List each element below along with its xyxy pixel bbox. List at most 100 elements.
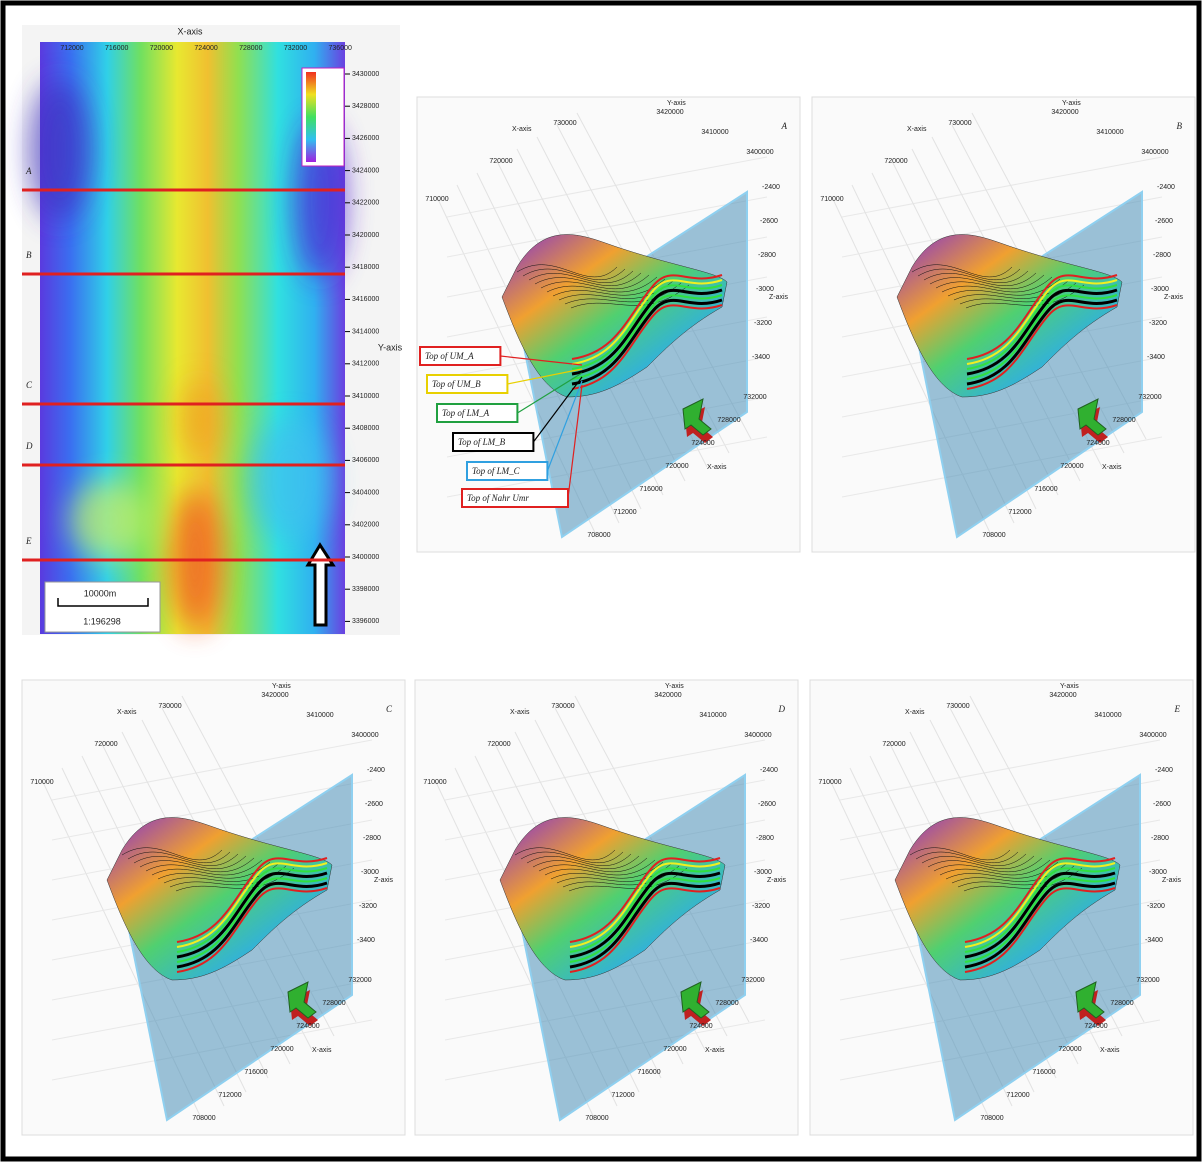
y-axis-label: Y-axis: [1060, 683, 1079, 690]
horizon-line: [571, 294, 723, 380]
horizon-line: [569, 881, 721, 969]
x-tick-label: 724000: [1084, 1023, 1107, 1030]
z-tick-label: -2600: [1155, 218, 1173, 225]
y-tick-label: 3418000: [352, 264, 379, 271]
z-tick-label: -3200: [754, 320, 772, 327]
x-tick-label: 724000: [689, 1023, 712, 1030]
z-tick-label: -3400: [752, 354, 770, 361]
x-tick-label: 720000: [665, 463, 688, 470]
section-label: D: [25, 441, 33, 451]
y-tick-label: 3400000: [352, 554, 379, 561]
x-tick-label: 720000: [882, 741, 905, 748]
horizon-line: [966, 298, 1118, 386]
grid-line: [446, 156, 768, 218]
horizon-line: [569, 862, 721, 948]
y-tick-label: 3416000: [352, 296, 379, 303]
annotation-box: [452, 432, 535, 452]
contour: [121, 847, 223, 861]
x-tick-label: 720000: [94, 741, 117, 748]
contour: [540, 274, 650, 290]
contour: [923, 270, 1029, 283]
horizon-line: [964, 862, 1116, 948]
section-label: B: [26, 250, 32, 260]
x-tick-label: 720000: [884, 158, 907, 165]
annotation-label: Top of UM_A: [425, 351, 474, 361]
x-tick-label: 720000: [150, 45, 173, 52]
x-tick-label: 712000: [611, 1092, 634, 1099]
x-tick-label: 716000: [1032, 1069, 1055, 1076]
x-tick-label: 728000: [715, 1000, 738, 1007]
horizon-line: [964, 881, 1116, 969]
section-label: E: [25, 536, 32, 546]
y-tick-label: 3420000: [1049, 692, 1076, 699]
y-tick-label: 3428000: [352, 103, 379, 110]
contour: [139, 855, 247, 870]
panel-label: E: [1174, 704, 1181, 714]
z-tick-label: -3200: [1149, 320, 1167, 327]
x-tick-label: 724000: [1086, 440, 1109, 447]
y-axis-label: Y-axis: [378, 342, 403, 352]
z-tick-label: -2400: [367, 767, 385, 774]
leader-line: [546, 380, 583, 472]
x-tick-label: 730000: [158, 703, 181, 710]
z-tick-label: -2600: [758, 801, 776, 808]
horizon-line: [571, 288, 723, 376]
contour: [921, 853, 1027, 866]
horizon-line: [569, 877, 721, 963]
horizon-line: [176, 862, 328, 948]
horizon-line: [964, 871, 1116, 959]
y-tick-label: 3400000: [1141, 149, 1168, 156]
leader-line: [507, 368, 583, 385]
direction-arrow: [1075, 981, 1105, 1019]
contour: [127, 851, 231, 863]
contour: [935, 274, 1045, 290]
annotation-box: [419, 346, 502, 366]
horizon-line: [964, 887, 1116, 973]
x-tick-label: 732000: [284, 45, 307, 52]
direction-arrow: [1077, 398, 1107, 436]
contour: [915, 851, 1019, 863]
x-tick-label: 716000: [105, 45, 128, 52]
z-tick-label: -3000: [1151, 286, 1169, 293]
horizon-line: [571, 284, 723, 370]
x-axis-label: X-axis: [1102, 464, 1122, 471]
x-tick-label: 724000: [691, 440, 714, 447]
z-tick-label: -2800: [1151, 835, 1169, 842]
annotation-box: [461, 488, 569, 508]
contour: [514, 847, 616, 861]
y-tick-label: 3398000: [352, 586, 379, 593]
panel-label: A: [781, 121, 788, 131]
y-tick-label: 3420000: [654, 692, 681, 699]
x-tick-label: 732000: [743, 394, 766, 401]
horizon-line: [176, 867, 328, 953]
y-tick-label: 3410000: [699, 712, 726, 719]
z-tick-label: -2400: [760, 767, 778, 774]
grid-line: [841, 196, 1163, 258]
contour: [145, 857, 255, 873]
panel-3d: C X-axis Y-axis Z-axis X-axis 730000 720000 710…: [21, 679, 406, 1136]
z-tick-label: -3400: [750, 937, 768, 944]
x-tick-label: 732000: [1138, 394, 1161, 401]
y-tick-label: 3406000: [352, 457, 379, 464]
y-tick-label: 3420000: [261, 692, 288, 699]
x-tick-label: 712000: [1008, 509, 1031, 516]
z-axis-label: Z-axis: [1162, 877, 1182, 884]
contour: [917, 268, 1021, 280]
y-tick-label: 3410000: [352, 393, 379, 400]
x-tick-label: 732000: [741, 977, 764, 984]
x-tick-label: 710000: [423, 779, 446, 786]
x-tick-label: 728000: [1112, 417, 1135, 424]
panel-label: C: [386, 704, 393, 714]
direction-arrow: [287, 981, 317, 1019]
z-tick-label: -2800: [1153, 252, 1171, 259]
y-tick-label: 3408000: [352, 425, 379, 432]
horizon-line: [569, 857, 721, 943]
horizon-line: [571, 279, 723, 365]
y-tick-label: 3420000: [1051, 109, 1078, 116]
z-tick-label: -2400: [1157, 184, 1175, 191]
horizon-line: [966, 294, 1118, 380]
annotation-box: [436, 403, 519, 423]
north-arrow: [305, 542, 336, 627]
contour: [909, 847, 1011, 861]
